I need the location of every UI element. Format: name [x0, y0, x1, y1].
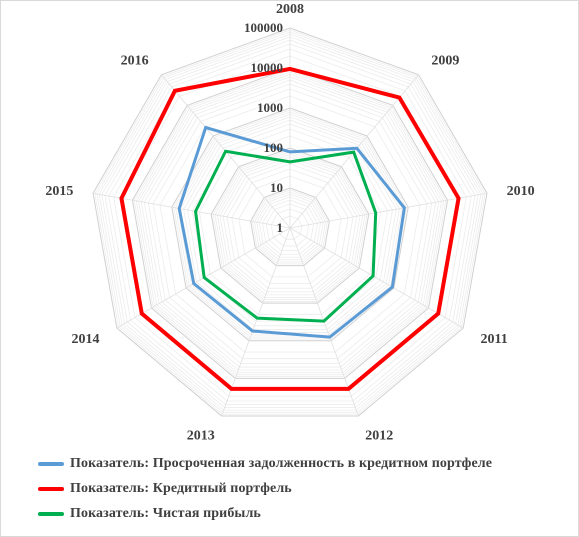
minor-gridline — [212, 149, 368, 302]
spoke-2015 — [92, 192, 291, 229]
minor-gridline — [270, 208, 310, 247]
tick-label-10: 10 — [270, 180, 283, 195]
legend-label-profit: Показатель: Чистая прибыль — [70, 506, 261, 521]
category-label-2009: 2009 — [431, 53, 459, 68]
legend-label-overdue: Показатель: Просроченная задолженность в… — [70, 456, 493, 471]
spoke-2010 — [289, 192, 488, 229]
tick-labels: 1 10 100 1000 10000 100000 — [244, 20, 283, 235]
legend-item-portfolio: Показатель: Кредитный портфель — [38, 477, 568, 501]
minor-gridline — [138, 73, 442, 373]
category-label-2010: 2010 — [507, 184, 535, 199]
minor-gridline — [216, 153, 364, 298]
legend-item-overdue: Показатель: Просроченная задолженность в… — [38, 452, 568, 476]
major-gridline — [92, 27, 488, 417]
minor-gridline — [219, 156, 361, 296]
minor-gridline — [175, 111, 405, 338]
legend-item-profit: Показатель: Чистая прибыль — [38, 502, 568, 526]
minor-gridline — [262, 199, 318, 255]
series-line-1 — [119, 66, 461, 391]
minor-gridline — [152, 88, 428, 360]
category-label-2012: 2012 — [365, 429, 393, 444]
minor-gridline — [135, 71, 445, 376]
category-label-2016: 2016 — [121, 53, 149, 68]
minor-gridline — [277, 215, 303, 240]
minor-gridline — [104, 39, 476, 406]
tick-label-100000: 100000 — [244, 20, 283, 35]
minor-gridline — [231, 168, 349, 284]
radar-grid — [92, 27, 488, 417]
tick-label-100: 100 — [264, 140, 284, 155]
minor-gridline — [187, 123, 393, 327]
category-label-2008: 2008 — [276, 2, 304, 17]
minor-gridline — [238, 175, 342, 278]
minor-gridline — [113, 48, 467, 397]
minor-gridline — [265, 203, 315, 252]
minor-gridline — [214, 151, 366, 300]
spoke-2011 — [289, 227, 464, 329]
category-label-2015: 2015 — [45, 184, 73, 199]
minor-gridline — [140, 76, 440, 371]
legend-label-portfolio: Показатель: Кредитный портфель — [70, 481, 292, 496]
spoke-2013 — [221, 227, 291, 417]
category-label-2014: 2014 — [71, 332, 99, 347]
legend-swatch-overdue — [38, 462, 64, 466]
minor-gridline — [226, 163, 354, 289]
major-gridline — [250, 187, 330, 267]
legend-swatch-profit — [38, 512, 64, 516]
minor-gridline — [94, 29, 486, 415]
minor-gridline — [256, 193, 324, 261]
minor-gridline — [101, 36, 479, 409]
series-line-0 — [177, 125, 406, 339]
category-label-2011: 2011 — [481, 332, 508, 347]
tick-label-1: 1 — [277, 220, 284, 235]
minor-gridline — [96, 31, 484, 413]
minor-gridline — [143, 79, 437, 368]
minor-gridline — [108, 43, 472, 402]
major-gridline — [131, 67, 449, 379]
tick-label-10000: 10000 — [251, 60, 284, 75]
major-gridline — [210, 147, 370, 304]
minor-gridline — [159, 95, 421, 353]
minor-gridline — [254, 191, 326, 263]
tick-label-1000: 1000 — [257, 100, 283, 115]
legend-swatch-portfolio — [38, 487, 64, 491]
minor-gridline — [251, 189, 329, 265]
minor-gridline — [222, 159, 358, 293]
minor-gridline — [133, 69, 447, 378]
minor-gridline — [258, 196, 322, 258]
legend: Показатель: Просроченная задолженность в… — [38, 452, 568, 527]
category-label-2013: 2013 — [187, 429, 215, 444]
minor-gridline — [147, 83, 433, 364]
category-labels: 2008 2009 2010 2011 2012 2013 2014 2015 2016 — [45, 2, 534, 444]
minor-gridline — [183, 119, 397, 330]
minor-gridline — [98, 33, 482, 411]
series-layer — [119, 66, 461, 391]
series-line-2 — [193, 149, 378, 323]
minor-gridline — [173, 109, 407, 340]
